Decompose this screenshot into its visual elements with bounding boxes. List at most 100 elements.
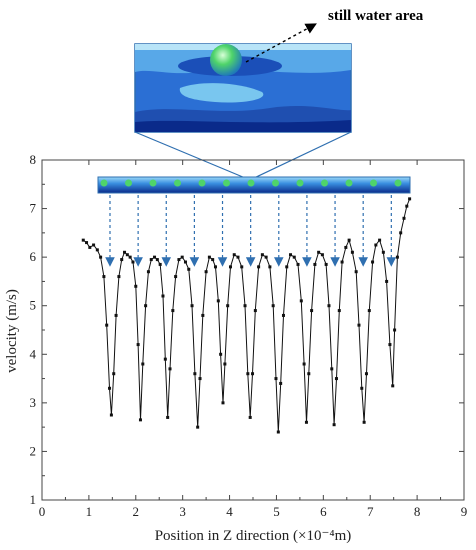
data-point [324, 262, 328, 266]
data-point [334, 377, 338, 381]
data-point [296, 262, 300, 266]
data-point [264, 255, 268, 259]
data-point [114, 313, 118, 317]
data-point [219, 352, 223, 356]
data-point [246, 372, 250, 376]
data-point [177, 258, 181, 262]
data-point [393, 328, 397, 332]
data-point [279, 381, 283, 385]
data-point [381, 250, 385, 254]
y-tick-label: 7 [30, 201, 37, 216]
y-tick-label: 4 [30, 346, 37, 361]
x-axis-title: Position in Z direction (×10⁻⁴m) [155, 528, 352, 544]
x-tick-label: 0 [39, 504, 46, 519]
data-point [402, 216, 406, 220]
data-point [337, 309, 341, 313]
data-point [95, 248, 99, 252]
data-point [232, 253, 236, 257]
data-point [149, 258, 153, 262]
data-point [310, 309, 314, 313]
y-tick-label: 3 [30, 395, 37, 410]
data-point [123, 250, 127, 254]
data-point [108, 386, 112, 390]
simulation-strip [97, 176, 411, 194]
data-point [248, 415, 252, 419]
strip-sphere-icon [321, 179, 328, 187]
data-point [180, 255, 184, 259]
data-point [144, 304, 148, 308]
drop-arrows [105, 195, 397, 267]
x-tick-label: 3 [179, 504, 186, 519]
data-series [81, 197, 412, 434]
data-point [226, 304, 230, 308]
data-point [327, 304, 331, 308]
data-point [268, 265, 272, 269]
x-tick-label: 2 [133, 504, 140, 519]
strip-sphere-icon [174, 179, 181, 187]
data-point [374, 243, 378, 247]
data-point [257, 265, 261, 269]
data-point [357, 323, 361, 327]
data-point [141, 362, 145, 366]
x-tick-label: 9 [461, 504, 468, 519]
data-point [88, 245, 92, 249]
data-point [99, 255, 103, 259]
data-point [228, 265, 232, 269]
data-point [271, 304, 275, 308]
y-tick-label: 2 [30, 443, 37, 458]
data-point [201, 313, 205, 317]
data-point [198, 377, 202, 381]
data-point [395, 255, 399, 259]
data-point [158, 262, 162, 266]
data-point [313, 262, 317, 266]
data-point [289, 253, 293, 257]
data-point [153, 255, 157, 259]
inset-zoom [134, 43, 352, 181]
data-point [350, 250, 354, 254]
data-point [340, 260, 344, 264]
x-tick-label: 4 [226, 504, 233, 519]
data-point [364, 372, 368, 376]
strip-sphere-icon [272, 179, 279, 187]
data-point [211, 258, 215, 262]
data-point [138, 418, 142, 422]
data-point [307, 372, 311, 376]
data-point [109, 413, 113, 417]
data-point [260, 253, 264, 257]
strip-sphere-icon [247, 179, 255, 187]
data-point [161, 294, 165, 298]
data-point [117, 275, 121, 279]
data-point [399, 231, 403, 235]
data-point [155, 258, 159, 262]
y-tick-label: 1 [30, 492, 37, 507]
data-point [302, 362, 306, 366]
data-point [213, 265, 217, 269]
data-point [251, 372, 255, 376]
data-point [81, 238, 85, 242]
data-point [85, 241, 89, 245]
data-point [408, 197, 412, 201]
data-point [317, 250, 321, 254]
strip-sphere-icon [345, 179, 353, 187]
strip-sphere-icon [223, 179, 230, 187]
data-point [168, 367, 172, 371]
velocity-line [82, 198, 411, 433]
data-point [332, 423, 336, 427]
data-point [285, 265, 289, 269]
data-point [292, 255, 296, 259]
strip-sphere-icon [198, 179, 206, 187]
data-point [240, 265, 244, 269]
plot-frame [41, 159, 465, 501]
data-point [362, 420, 366, 424]
data-point [204, 270, 208, 274]
data-point [360, 386, 364, 390]
data-point [367, 309, 371, 313]
data-point [207, 255, 211, 259]
data-point [223, 362, 227, 366]
data-point [166, 415, 170, 419]
data-point [344, 245, 348, 249]
data-point [304, 420, 308, 424]
data-point [385, 279, 389, 283]
strip-sphere-icon [100, 179, 108, 187]
